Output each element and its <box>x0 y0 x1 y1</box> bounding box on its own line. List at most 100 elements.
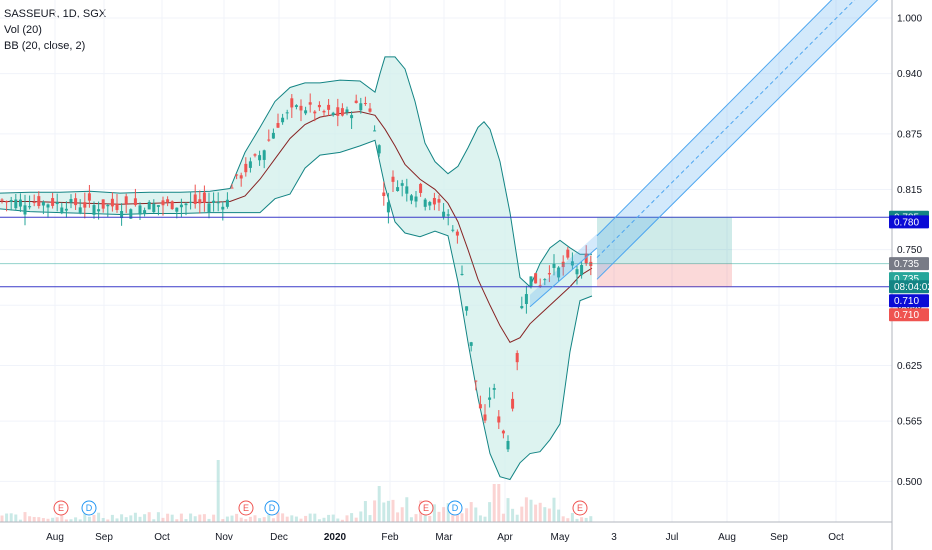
candle-body <box>442 211 446 217</box>
candle-body <box>5 201 9 203</box>
time-tick-label: Sep <box>95 532 113 543</box>
candle-body <box>386 202 390 213</box>
event-marker-circle <box>53 500 69 516</box>
candle-body <box>423 199 427 207</box>
volume-bar <box>92 514 96 522</box>
bollinger-fill <box>0 56 592 480</box>
volume-bar <box>124 517 128 522</box>
price-tag-text: 0.735 <box>894 259 919 270</box>
volume-bar <box>442 507 446 522</box>
candle-body <box>373 130 377 132</box>
candle-body <box>299 105 303 111</box>
event-marker[interactable]: D <box>81 500 97 516</box>
candle-body <box>64 208 68 211</box>
candle-body <box>32 202 36 204</box>
event-marker[interactable]: E <box>418 500 434 516</box>
candle-body <box>271 132 275 139</box>
candle-body <box>308 102 312 105</box>
candle-body <box>115 203 119 210</box>
volume-bar <box>285 516 289 522</box>
volume-bar <box>566 518 570 522</box>
candle-body <box>543 279 547 281</box>
price-tag-bg <box>889 308 929 322</box>
candle-body <box>474 380 478 382</box>
volume-bar <box>561 516 565 522</box>
volume-bar <box>543 507 547 522</box>
volume-bar <box>267 514 271 522</box>
price-tag-text: 08:04:02 <box>894 282 932 293</box>
event-marker-label: E <box>577 503 583 513</box>
volume-bar <box>474 507 478 522</box>
legend-volume[interactable]: Vol (20) <box>4 24 42 36</box>
price-tag: 0.710 <box>889 308 929 322</box>
position-target-zone <box>597 217 732 264</box>
volume-bar <box>322 517 326 522</box>
event-marker-circle <box>447 500 463 516</box>
candle-body <box>520 306 524 309</box>
candle-body <box>14 199 18 209</box>
volume-bar <box>409 517 413 522</box>
volume-bar <box>189 513 193 522</box>
volume-bar <box>106 519 110 522</box>
volume-bar <box>492 484 496 522</box>
position-stop-zone <box>597 263 732 287</box>
candle-body <box>179 204 183 208</box>
time-tick-label: 2020 <box>324 532 347 543</box>
candle-body <box>239 175 243 179</box>
bollinger-basis <box>0 111 593 343</box>
candle-body <box>248 161 252 168</box>
legend-bollinger[interactable]: BB (20, close, 2) <box>4 40 86 52</box>
candle-body <box>340 108 344 116</box>
candle-body <box>455 231 459 236</box>
candle-body <box>428 202 432 206</box>
event-marker[interactable]: E <box>572 500 588 516</box>
candle-body <box>120 211 124 219</box>
event-marker-label: E <box>423 503 429 513</box>
price-tag-bg <box>889 294 929 308</box>
volume-bar <box>202 514 206 522</box>
price-tag: 0.710 <box>889 294 929 308</box>
volume-bar <box>501 513 505 522</box>
candle-body <box>469 342 473 346</box>
volume-bar <box>377 486 381 522</box>
price-tick-label: 0.940 <box>897 69 922 80</box>
volume-bar <box>161 517 165 522</box>
candle-body <box>451 229 455 231</box>
price-tag: 0.735 <box>889 257 929 271</box>
volume-bar <box>483 516 487 522</box>
volume-bar <box>451 512 455 522</box>
volume-bar <box>299 518 303 522</box>
candle-body <box>432 197 436 205</box>
candle-body <box>501 430 505 434</box>
volume-bar <box>506 498 510 522</box>
volume-bar <box>331 514 335 522</box>
candle-body <box>175 207 179 212</box>
candle-body <box>382 192 386 197</box>
candle-body <box>152 203 156 213</box>
time-tick-label: Oct <box>828 532 844 543</box>
volume-bar <box>18 519 22 522</box>
event-marker[interactable]: E <box>53 500 69 516</box>
candle-body <box>189 201 193 203</box>
volume-bar <box>129 515 133 522</box>
candle-body <box>9 200 13 202</box>
candle-body <box>110 198 114 207</box>
volume-bar <box>78 519 82 522</box>
time-tick-label: Sep <box>770 532 788 543</box>
event-marker[interactable]: D <box>264 500 280 516</box>
candle-body <box>101 199 105 209</box>
time-tick-label: May <box>551 532 570 543</box>
volume-bar <box>584 517 588 522</box>
volume-bar <box>9 513 13 522</box>
candle-body <box>478 404 482 409</box>
candle-body <box>584 253 588 264</box>
candle-body <box>124 196 128 204</box>
volume-bar <box>221 519 225 522</box>
candle-body <box>566 249 570 258</box>
volume-bar <box>216 460 220 522</box>
event-marker[interactable]: D <box>447 500 463 516</box>
volume-bar <box>60 514 64 522</box>
candle-body <box>143 210 147 214</box>
event-marker[interactable]: E <box>238 500 254 516</box>
